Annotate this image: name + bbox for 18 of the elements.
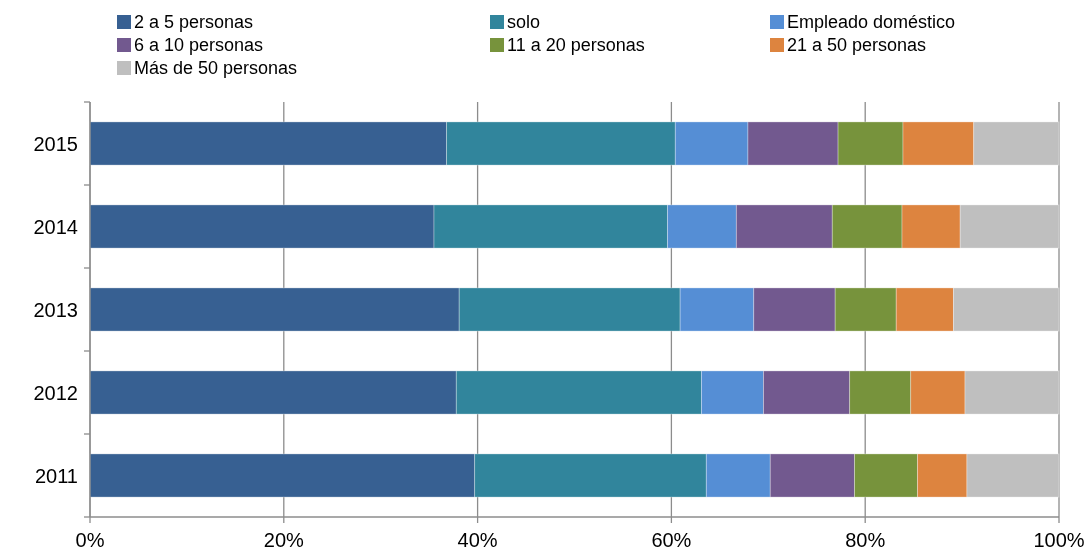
- x-tick-label: 20%: [263, 529, 305, 551]
- legend-label: 21 a 50 personas: [787, 35, 927, 56]
- x-tick-label: 60%: [651, 529, 692, 551]
- legend-label: 2 a 5 personas: [134, 12, 254, 33]
- y-tick-label: 2013: [33, 298, 78, 321]
- y-tick-label: 2012: [33, 381, 78, 404]
- x-tick-label: 100%: [1033, 529, 1085, 551]
- y-tick-label: 2011: [34, 464, 78, 487]
- x-tick-label: 0%: [75, 529, 105, 551]
- y-tick-label: 2015: [33, 132, 78, 155]
- legend-label: 11 a 20 personas: [507, 35, 645, 56]
- legend-label: Empleado doméstico: [787, 12, 956, 33]
- legend-label: solo: [507, 12, 541, 33]
- legend-label: 6 a 10 personas: [134, 35, 264, 56]
- legend-label: Más de 50 personas: [134, 58, 298, 79]
- x-tick-label: 80%: [845, 529, 886, 551]
- y-tick-label: 2014: [33, 215, 78, 238]
- x-tick-label: 40%: [457, 529, 498, 551]
